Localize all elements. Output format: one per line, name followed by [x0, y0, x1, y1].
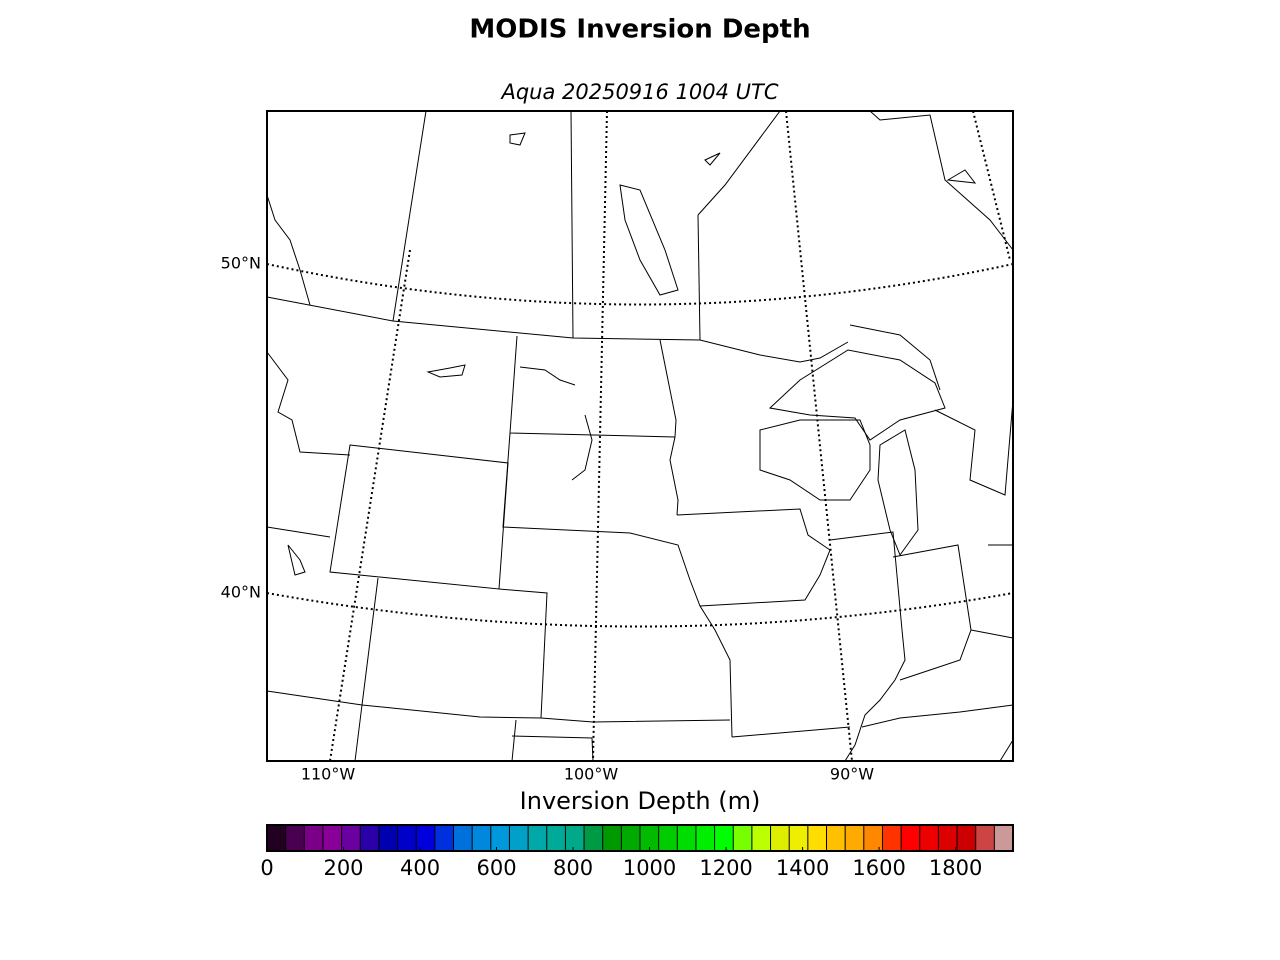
colorbar-segment	[882, 825, 902, 851]
colorbar-segment	[845, 825, 865, 851]
colorbar-label: Inversion Depth (m)	[520, 787, 761, 815]
colorbar-segment	[546, 825, 566, 851]
colorbar-segment	[472, 825, 492, 851]
colorbar-segment	[901, 825, 921, 851]
subtitle: Aqua 20250916 1004 UTC	[499, 80, 778, 104]
colorbar-segment	[695, 825, 716, 851]
colorbar-segment	[602, 825, 622, 851]
colorbar-tick-label: 0	[260, 856, 273, 880]
colorbar-segment	[528, 825, 548, 851]
colorbar-tick-label: 600	[476, 856, 516, 880]
colorbar-tick-label: 800	[553, 856, 593, 880]
colorbar-tick-label: 1800	[929, 856, 982, 880]
colorbar-segment	[267, 825, 287, 851]
colorbar-segment	[789, 825, 809, 851]
colorbar-segment	[640, 825, 660, 851]
colorbar-tick-label: 1400	[776, 856, 829, 880]
colorbar-segment	[416, 825, 436, 851]
title: MODIS Inversion Depth	[469, 15, 810, 45]
colorbar-segment	[975, 825, 995, 851]
colorbar-segment	[565, 825, 585, 851]
colorbar-segment	[360, 825, 380, 851]
colorbar-segment	[863, 825, 883, 851]
colorbar-segment	[938, 825, 958, 851]
colorbar-segment	[397, 825, 417, 851]
colorbar-segment	[994, 825, 1014, 851]
colorbar-segment	[658, 825, 678, 851]
lon-label: 90°W	[830, 765, 874, 784]
colorbar-segment	[770, 825, 790, 851]
colorbar-segment	[751, 825, 772, 851]
colorbar-tick-label: 1600	[852, 856, 905, 880]
colorbar-tick-label: 400	[400, 856, 440, 880]
colorbar-tick-label: 1200	[699, 856, 752, 880]
colorbar-segment	[509, 825, 529, 851]
colorbar-segment	[584, 825, 604, 851]
colorbar-segment	[733, 825, 753, 851]
colorbar-frame	[266, 824, 1014, 852]
colorbar-segment	[304, 825, 324, 851]
colorbar-segment	[919, 825, 939, 851]
colorbar-segment	[826, 825, 846, 851]
colorbar-segment	[341, 825, 361, 851]
colorbar-segment	[677, 825, 697, 851]
colorbar-segment	[957, 825, 977, 851]
colorbar-tick-label: 200	[323, 856, 363, 880]
map-frame	[266, 110, 1014, 762]
colorbar-segment	[490, 825, 510, 851]
colorbar-segment	[621, 825, 641, 851]
colorbar-segment	[285, 825, 305, 851]
map: 50°N 40°N 110°W 100°W 90°W	[221, 110, 1014, 784]
lat-label: 50°N	[221, 254, 261, 273]
colorbar-segment	[378, 825, 399, 851]
colorbar-segment	[714, 825, 734, 851]
colorbar-segment	[434, 825, 454, 851]
lon-label: 110°W	[301, 765, 356, 784]
colorbar-segment	[807, 825, 827, 851]
colorbar: 0 200 400 600 800 1000 1200 1400 1600 1800	[260, 824, 1014, 880]
colorbar-segment	[453, 825, 473, 851]
colorbar-segment	[322, 825, 343, 851]
colorbar-tick-label: 1000	[623, 856, 676, 880]
lat-label: 40°N	[221, 583, 261, 602]
lon-label: 100°W	[564, 765, 619, 784]
